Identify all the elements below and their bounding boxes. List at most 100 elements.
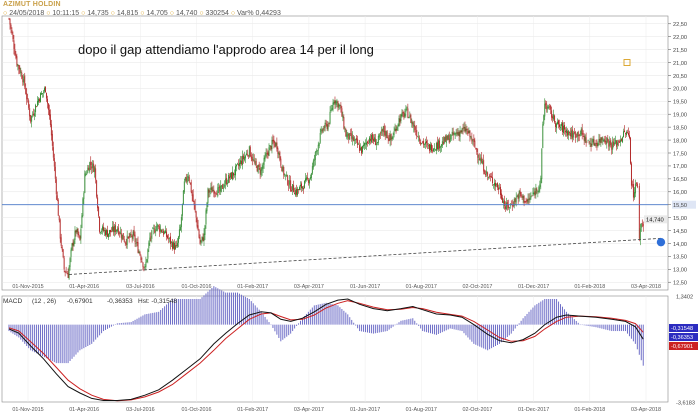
candle-body (583, 136, 585, 141)
macd-histogram-bar (195, 298, 197, 325)
macd-histogram-bar (69, 324, 71, 361)
price-tick-label: 13,00 (673, 268, 687, 274)
macd-histogram-bar (333, 304, 335, 325)
candle-body (518, 191, 520, 199)
macd-histogram-bar (32, 324, 34, 352)
candle-body (377, 135, 379, 143)
candle-body (500, 193, 502, 199)
candle-body (370, 135, 372, 143)
macd-histogram-bar (412, 318, 414, 325)
macd-tick-label: -3,6183 (676, 400, 695, 406)
macd-histogram-bar (372, 324, 374, 334)
open-icon: ○ (81, 10, 86, 17)
candle-body (470, 136, 472, 138)
candle-body (143, 266, 145, 268)
candle-body (35, 105, 37, 113)
macd-histogram-bar (254, 305, 256, 325)
quote-time: 10:11:15 (52, 10, 80, 17)
candle-body (52, 147, 54, 158)
candle-body (71, 243, 73, 250)
candle-body (499, 187, 500, 189)
candle-body (272, 139, 274, 142)
candle-body (157, 224, 159, 227)
macd-histogram-bar (420, 324, 422, 329)
macd-histogram-bar (221, 290, 223, 325)
candle-body (526, 199, 528, 202)
macd-histogram-bar (471, 324, 473, 342)
macd-histogram-bar (619, 324, 621, 332)
candle-body (392, 136, 394, 139)
macd-histogram-bar (353, 322, 355, 325)
candle-body (472, 139, 474, 141)
macd-histogram-bar (229, 292, 231, 325)
candle-body (90, 161, 92, 165)
candle-body (24, 75, 26, 87)
macd-histogram-bar (378, 324, 380, 333)
candle-body (254, 161, 256, 163)
macd-histogram-bar (363, 324, 365, 332)
candle-body (94, 167, 96, 173)
candle-body (466, 129, 468, 130)
candle-body (595, 143, 597, 144)
candle-body (553, 114, 555, 120)
candle-body (559, 124, 560, 128)
macd-value-label: -0,31548 (671, 326, 693, 332)
macd-histogram-bar (512, 324, 514, 332)
candle-body (183, 181, 185, 193)
macd-histogram-bar (443, 324, 445, 332)
candle-body (357, 139, 359, 145)
candle-body (536, 189, 538, 191)
candle-body (268, 147, 270, 157)
candle-body (607, 138, 609, 141)
candle-body (57, 200, 59, 216)
candle-body (581, 128, 583, 135)
macd-histogram-bar (536, 304, 538, 325)
macd-histogram-bar (325, 302, 327, 325)
macd-histogram-bar (563, 309, 565, 325)
candle-body (629, 137, 631, 164)
candle-body (566, 131, 568, 136)
candle-body (468, 130, 470, 134)
macd-histogram-bar (347, 314, 349, 325)
macd-histogram-bar (89, 324, 91, 345)
macd-histogram-bar (55, 324, 57, 364)
candle-body (412, 122, 414, 126)
candle-body (642, 223, 644, 227)
candle-body (338, 104, 340, 107)
macd-histogram-bar (213, 286, 215, 325)
candle-body (447, 135, 449, 140)
candle-body (557, 121, 559, 125)
candle-body (215, 193, 217, 195)
price-tick-label: 15,00 (673, 216, 687, 222)
candle-body (60, 237, 62, 246)
candle-body (180, 217, 182, 228)
macd-histogram-bar (162, 308, 164, 325)
macd-histogram-bar (530, 309, 532, 325)
candle-body (136, 242, 138, 244)
macd-histogram-bar (238, 293, 240, 325)
macd-histogram-bar (465, 324, 467, 336)
macd-histogram-bar (71, 324, 73, 359)
macd-histogram-bar (640, 324, 642, 361)
candle-body (22, 79, 24, 83)
candle-body (507, 203, 509, 209)
candle-body (567, 130, 569, 136)
macd-histogram-bar (240, 294, 242, 325)
candle-body (171, 241, 172, 243)
candle-body (102, 226, 104, 231)
candle-body (535, 188, 537, 195)
macd-value-3: Hst: -0,31548 (138, 298, 177, 305)
candle-body (331, 108, 333, 110)
macd-histogram-bar (235, 292, 237, 325)
price-tick-label: 17,50 (673, 151, 687, 157)
candle-body (119, 231, 121, 234)
candle-body (21, 72, 23, 79)
candle-body (589, 142, 591, 144)
candle-body (464, 126, 466, 132)
candle-body (98, 206, 100, 216)
candle-body (227, 182, 229, 184)
candle-body (114, 225, 116, 232)
x-tick-label: 03-Apr-2017 (294, 284, 324, 290)
macd-histogram-bar (95, 324, 97, 340)
macd-histogram-bar (538, 302, 540, 325)
